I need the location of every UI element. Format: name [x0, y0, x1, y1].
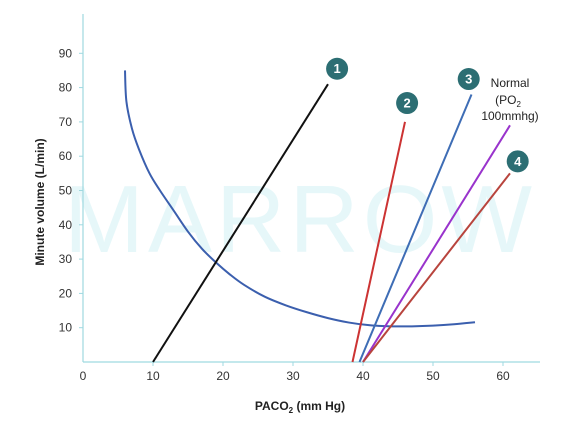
badge-label-4: 4: [514, 154, 522, 169]
response-line-2: [351, 121, 406, 363]
x-tick-label: 60: [496, 369, 510, 383]
y-tick-label: 50: [59, 184, 73, 198]
x-axis-title: PACO2 (mm Hg): [255, 399, 345, 415]
badges: 1 2 3 4: [326, 57, 529, 173]
normal-label-line1: Normal: [491, 76, 530, 90]
normal-label-po-sub: 2: [516, 100, 521, 109]
response-line-4: [362, 172, 511, 363]
y-tick-label: 70: [59, 115, 73, 129]
y-axis-title: Minute volume (L/min): [33, 138, 47, 265]
y-tick-label: 30: [59, 252, 73, 266]
x-tick-label: 10: [146, 369, 160, 383]
normal-label-line2: (PO2: [495, 93, 521, 109]
badge-label-1: 1: [333, 61, 340, 76]
response-line-3: [358, 94, 473, 363]
y-tick-label: 80: [59, 81, 73, 95]
x-axis-title-unit: (mm Hg): [293, 399, 345, 413]
x-tick-label: 20: [216, 369, 230, 383]
badge-circle-3: [457, 68, 480, 91]
x-tick-label: 40: [356, 369, 370, 383]
badge-label-3: 3: [465, 72, 472, 87]
badge-circle-4: [506, 150, 529, 173]
hyperbola-curve: [124, 70, 476, 328]
y-tick-label: 20: [59, 286, 73, 300]
normal-label-line3: 100mmhg): [481, 109, 538, 123]
y-tick-label: 90: [59, 46, 73, 60]
badge-circle-2: [396, 92, 419, 115]
normal-label-po: (PO: [495, 93, 516, 107]
response-line-1: [152, 83, 329, 363]
x-tick-label: 50: [426, 369, 440, 383]
x-tick-label: 30: [286, 369, 300, 383]
x-axis-title-main: PACO: [255, 399, 289, 413]
badge-label-2: 2: [403, 96, 410, 111]
curves: [124, 70, 511, 363]
axes: 0 10 20 30 40 50 60 10 20 30 40 50 60 70 80 90: [59, 14, 540, 383]
y-tick-label: 40: [59, 218, 73, 232]
response-line-normal: [362, 124, 511, 363]
badge-circle-1: [326, 57, 349, 80]
watermark: MARROW: [64, 166, 536, 273]
x-tick-label: 0: [80, 369, 87, 383]
x-axis-title-sub: 2: [289, 406, 294, 415]
y-tick-label: 60: [59, 149, 73, 163]
y-tick-label: 10: [59, 321, 73, 335]
